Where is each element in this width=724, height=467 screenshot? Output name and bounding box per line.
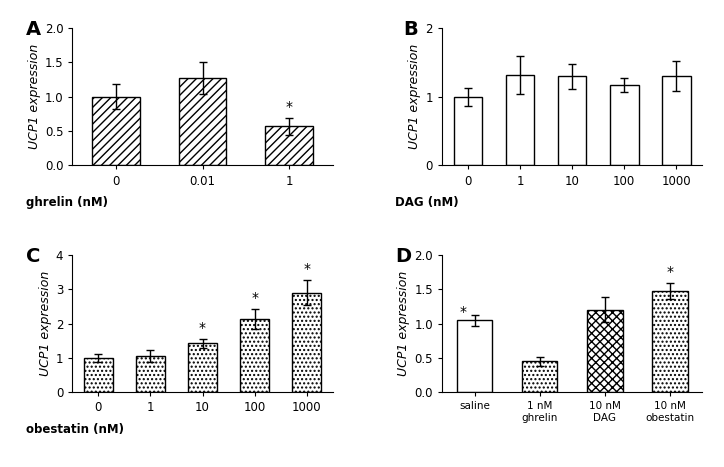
- Bar: [240, 319, 269, 392]
- Y-axis label: UCP1 expression: UCP1 expression: [38, 271, 51, 376]
- Text: *: *: [251, 290, 258, 304]
- Bar: [652, 291, 688, 392]
- Bar: [506, 75, 534, 165]
- Text: *: *: [303, 262, 310, 276]
- Text: *: *: [286, 100, 292, 114]
- Bar: [586, 310, 623, 392]
- Text: ghrelin (nM): ghrelin (nM): [25, 196, 108, 209]
- Text: D: D: [395, 247, 411, 266]
- Bar: [454, 97, 482, 165]
- Bar: [92, 97, 140, 165]
- Bar: [266, 126, 313, 165]
- Text: A: A: [25, 20, 41, 39]
- Y-axis label: UCP1 expression: UCP1 expression: [397, 271, 411, 376]
- Text: obestatin (nM): obestatin (nM): [25, 423, 124, 436]
- Text: B: B: [403, 20, 418, 39]
- Bar: [557, 76, 586, 165]
- Text: *: *: [199, 321, 206, 335]
- Bar: [457, 320, 492, 392]
- Bar: [610, 85, 639, 165]
- Bar: [136, 356, 165, 392]
- Bar: [662, 76, 691, 165]
- Y-axis label: UCP1 expression: UCP1 expression: [28, 44, 41, 149]
- Bar: [179, 78, 227, 165]
- Text: C: C: [25, 247, 40, 266]
- Text: *: *: [459, 305, 466, 319]
- Text: DAG (nM): DAG (nM): [395, 196, 459, 209]
- Bar: [522, 361, 557, 392]
- Bar: [188, 344, 217, 392]
- Text: *: *: [666, 265, 673, 279]
- Y-axis label: UCP1 expression: UCP1 expression: [408, 44, 421, 149]
- Bar: [292, 293, 321, 392]
- Bar: [84, 358, 113, 392]
